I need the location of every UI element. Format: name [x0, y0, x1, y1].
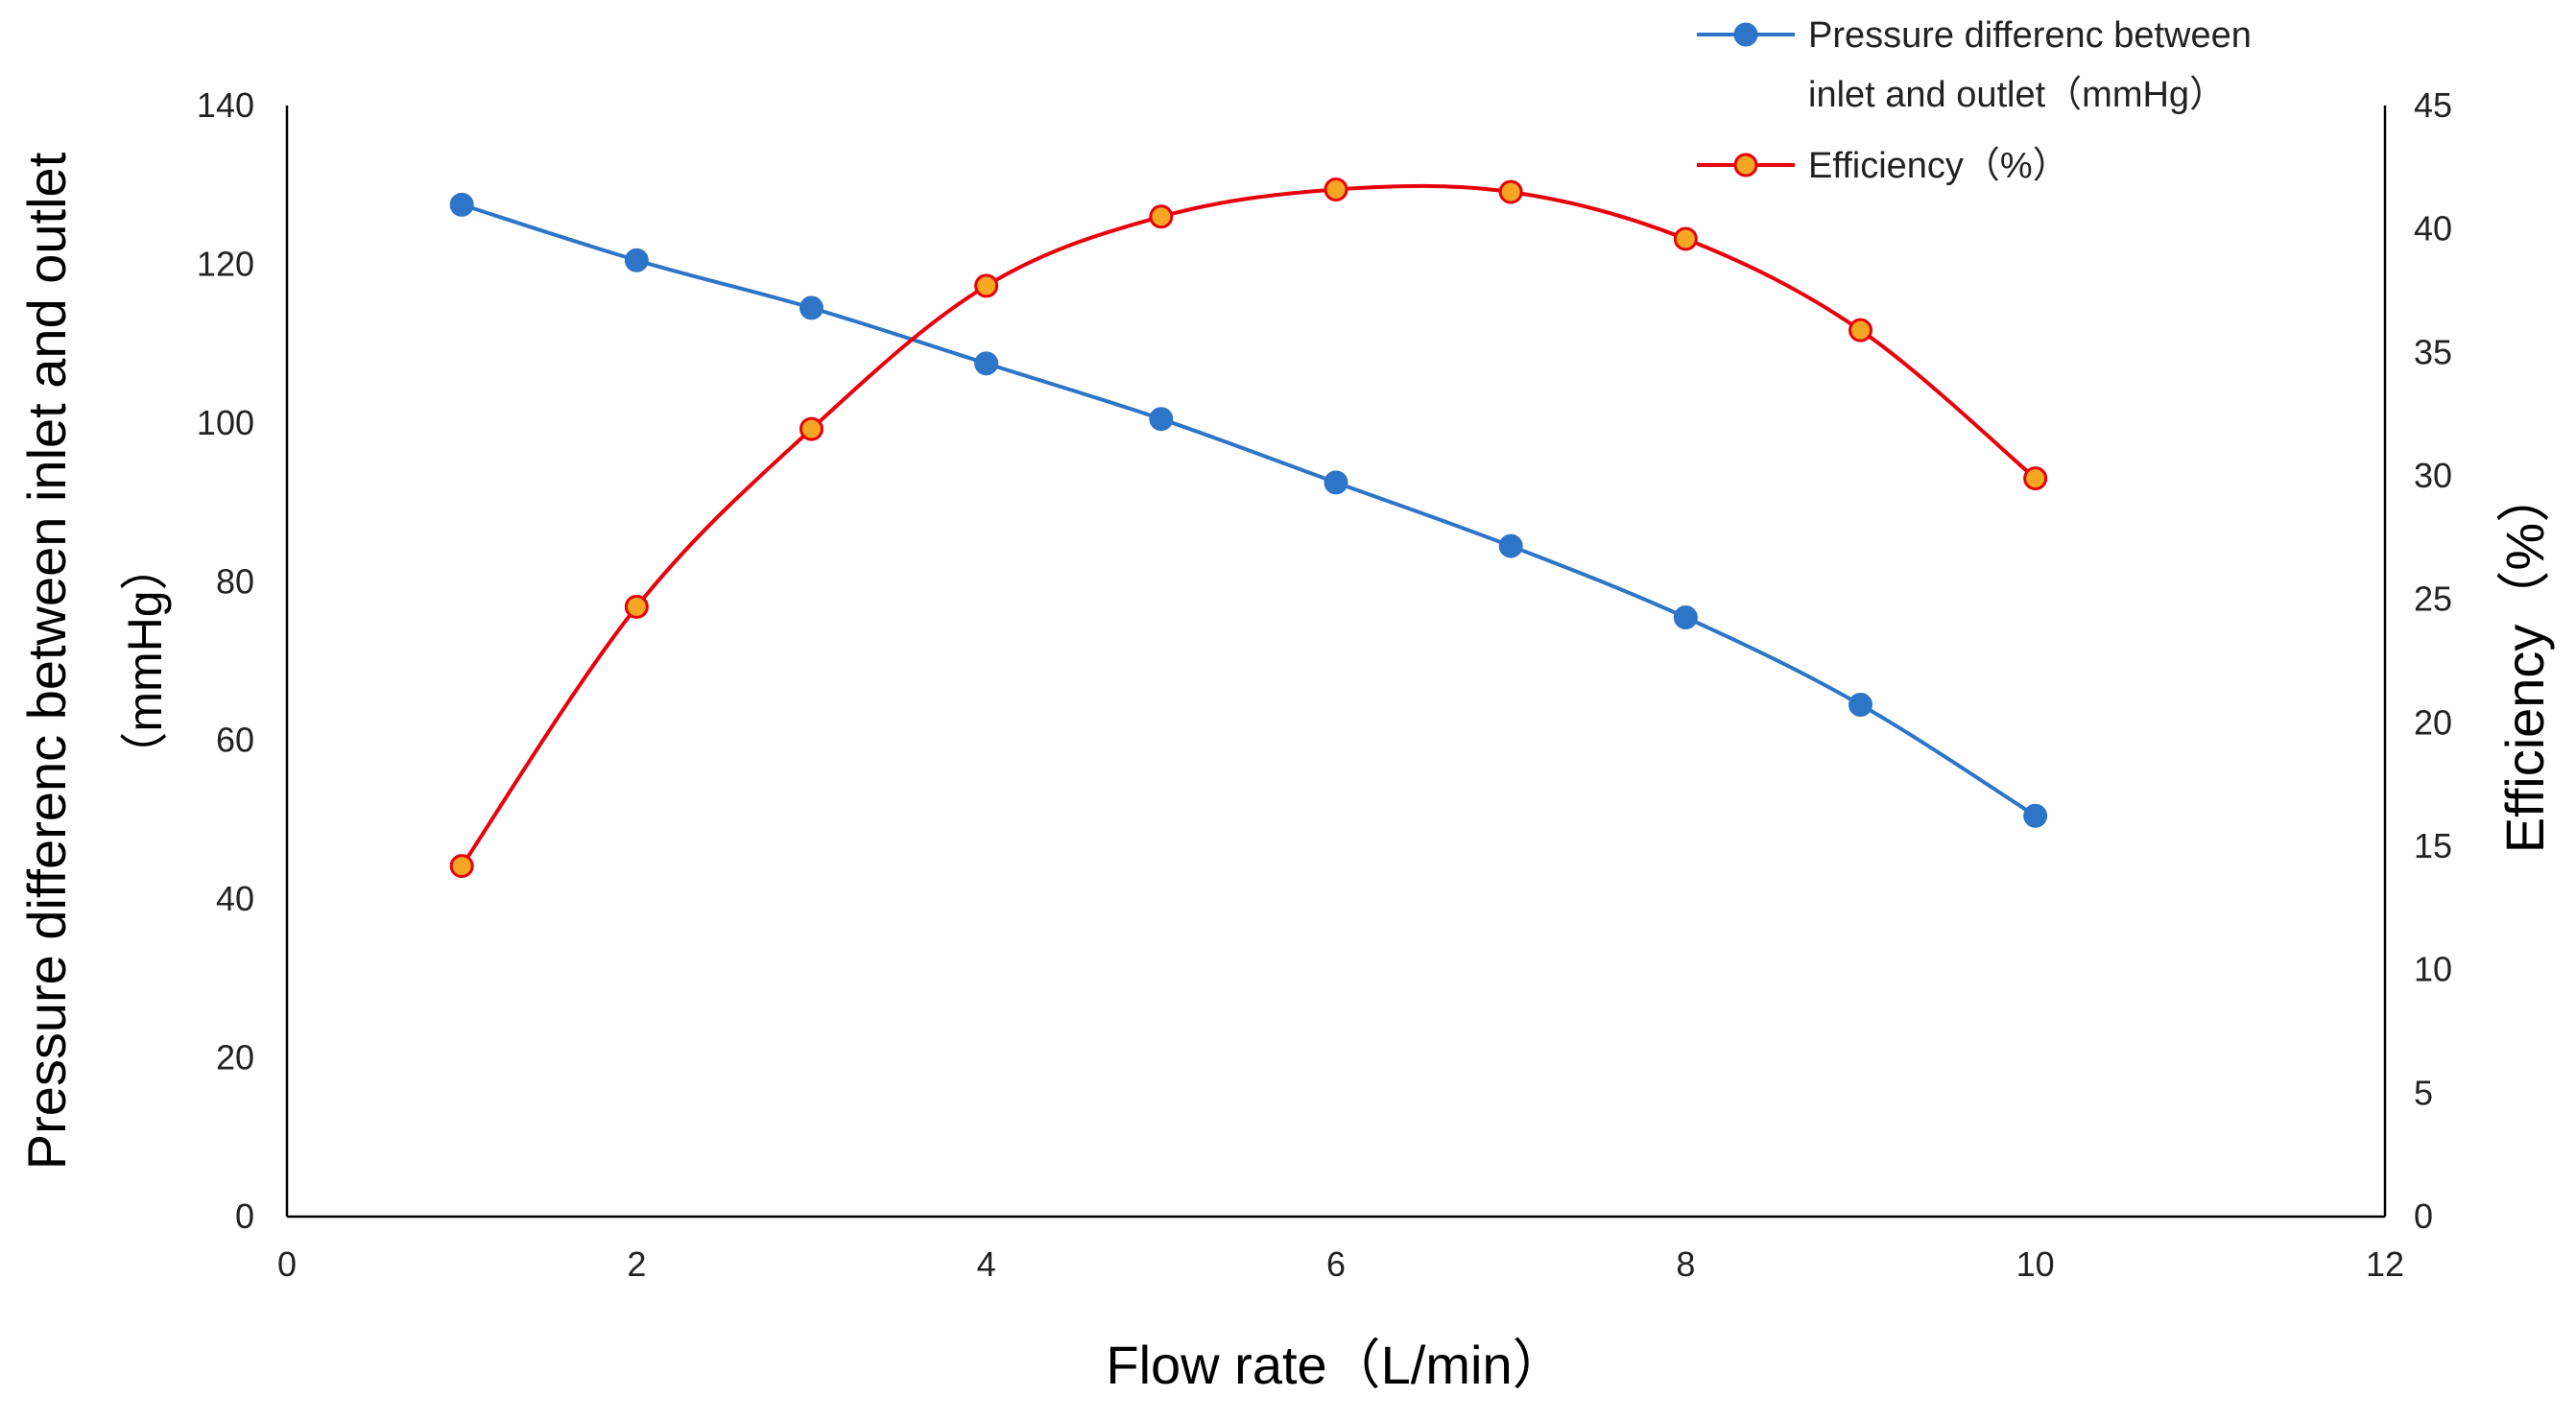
legend: Pressure differenc between inlet and outl… — [1697, 15, 2252, 186]
right-y-tick-label: 45 — [2414, 85, 2452, 125]
right-y-tick-label: 40 — [2414, 209, 2452, 248]
pressure-data-point — [624, 248, 649, 272]
left-y-tick-label: 100 — [197, 403, 254, 442]
efficiency-data-point — [624, 594, 649, 619]
pressure-data-point — [1324, 470, 1348, 495]
pressure-data-point — [1673, 605, 1698, 630]
right-y-tick-label: 20 — [2414, 702, 2452, 742]
efficiency-data-point — [799, 416, 823, 441]
left-y-tick-label: 20 — [216, 1038, 254, 1077]
x-tick-label: 8 — [1676, 1244, 1695, 1284]
efficiency-data-point — [449, 854, 474, 879]
pressure-legend-label: inlet and outlet（mmHg） — [1808, 75, 2226, 115]
right-y-tick-label: 35 — [2414, 332, 2452, 371]
left-y-tick-label: 0 — [235, 1196, 254, 1236]
left-y-tick-label: 140 — [197, 85, 254, 125]
pressure-data-point — [799, 296, 823, 320]
pressure-data-point — [449, 192, 474, 217]
pressure-data-point — [2023, 803, 2048, 828]
ticks: 0 2 4 6 8 10 120204060801001201400510152025303… — [197, 85, 2452, 1284]
efficiency-series-line — [460, 183, 2037, 867]
right-y-tick-label: 15 — [2414, 826, 2452, 865]
efficiency-legend-marker — [1733, 153, 1758, 178]
x-tick-label: 6 — [1326, 1244, 1346, 1284]
efficiency-data-point — [974, 273, 999, 298]
x-tick-label: 10 — [2016, 1244, 2055, 1284]
left-y-tick-label: 120 — [197, 244, 254, 283]
x-tick-label: 4 — [977, 1244, 996, 1284]
left-y-tick-label: 80 — [216, 561, 254, 601]
pressure-data-point — [1149, 407, 1174, 432]
right-y-tick-label: 5 — [2414, 1073, 2433, 1112]
efficiency-data-point — [2023, 466, 2048, 491]
series-layer — [449, 177, 2048, 879]
pressure-legend-marker — [1733, 22, 1758, 47]
x-tick-label: 12 — [2366, 1244, 2404, 1284]
left-y-tick-label: 60 — [216, 721, 254, 760]
efficiency-data-point — [1324, 177, 1348, 201]
left-y-axis-unit: （mmHg） — [118, 542, 172, 779]
right-y-tick-label: 30 — [2414, 456, 2452, 495]
x-tick-label: 2 — [627, 1244, 646, 1284]
efficiency-data-point — [1849, 318, 1872, 343]
efficiency-data-point — [1149, 204, 1174, 229]
pressure-series-line — [461, 202, 2037, 817]
efficiency-data-point — [1673, 226, 1698, 251]
left-y-axis-title: Pressure differenc between inlet and out… — [16, 152, 77, 1170]
efficiency-data-point — [1498, 179, 1523, 204]
pressure-legend-label: Pressure differenc between — [1808, 15, 2252, 56]
plot-area — [285, 106, 2387, 1219]
right-y-tick-label: 0 — [2414, 1196, 2433, 1236]
right-y-tick-label: 10 — [2414, 950, 2452, 989]
left-y-tick-label: 40 — [216, 879, 254, 918]
x-tick-label: 0 — [277, 1244, 297, 1284]
x-axis-title: Flow rate（L/min） — [1106, 1335, 1565, 1395]
pressure-data-point — [1498, 533, 1523, 558]
right-y-tick-label: 25 — [2414, 580, 2452, 619]
efficiency-legend-label: Efficiency（%） — [1808, 146, 2069, 186]
pressure-data-point — [974, 351, 999, 376]
right-y-axis-title: Efficiency（%） — [2494, 469, 2555, 853]
pressure-data-point — [1849, 692, 1872, 717]
